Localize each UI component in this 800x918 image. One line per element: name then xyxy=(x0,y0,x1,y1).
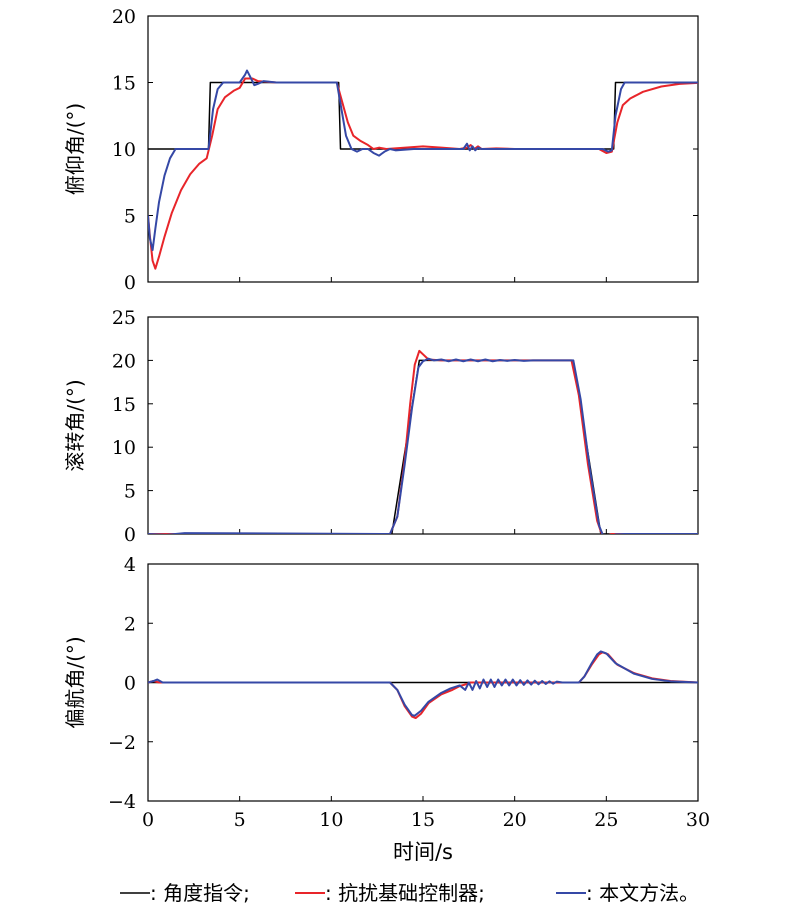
roll-ytick-label: 0 xyxy=(124,524,136,546)
pitch-ylabel: 俯仰角/(°) xyxy=(63,103,87,195)
roll-plot-frame xyxy=(147,316,699,535)
roll-ytick-label: 15 xyxy=(112,394,136,416)
yaw-ytick-label: −2 xyxy=(108,732,136,754)
roll-series-command-line xyxy=(148,359,698,534)
yaw-xtick-label: 30 xyxy=(686,809,710,831)
yaw-ytick-label: −4 xyxy=(108,791,136,813)
legend-label-adrc-baseline: : 抗扰基础控制器; xyxy=(325,881,485,905)
pitch-series-adrc-baseline-line xyxy=(148,77,698,270)
chart-panels: 0 5 10 15 20 俯仰角/(°) 0 5 10 15 20 25 滚转角/(°) −4 −2 0 2 4 0… xyxy=(63,6,710,864)
roll-ylabel: 滚转角/(°) xyxy=(63,379,87,471)
pitch-panel: 0 5 10 15 20 俯仰角/(°) xyxy=(63,6,699,294)
roll-series-proposed-method-line xyxy=(148,357,698,534)
pitch-ytick-label: 15 xyxy=(112,73,136,95)
roll-panel: 0 5 10 15 20 25 滚转角/(°) xyxy=(63,307,699,546)
yaw-xtick-label: 0 xyxy=(142,809,154,831)
roll-ytick-label: 5 xyxy=(124,481,136,503)
roll-ytick-label: 10 xyxy=(112,437,136,459)
yaw-xtick-label: 15 xyxy=(411,809,435,831)
roll-series-adrc-baseline-line xyxy=(148,349,698,534)
yaw-xtick-label: 20 xyxy=(503,809,527,831)
yaw-xlabel: 时间/s xyxy=(393,840,453,864)
yaw-panel: −4 −2 0 2 4 0 5 10 15 20 25 30 偏航角/(°) 时间/s xyxy=(63,554,710,864)
pitch-ytick-label: 0 xyxy=(124,272,136,294)
yaw-ytick-label: 0 xyxy=(124,673,136,695)
pitch-ytick-label: 5 xyxy=(124,206,136,228)
roll-ytick-label: 25 xyxy=(112,307,136,329)
pitch-ytick-label: 20 xyxy=(112,6,136,28)
yaw-ylabel: 偏航角/(°) xyxy=(63,636,87,728)
yaw-ytick-label: 4 xyxy=(124,554,136,576)
pitch-ytick-label: 10 xyxy=(112,139,136,161)
yaw-series-proposed-method-line xyxy=(148,650,698,717)
legend-label-proposed-method: : 本文方法。 xyxy=(586,881,699,905)
pitch-series-proposed-method-line xyxy=(148,69,698,252)
yaw-xtick-label: 5 xyxy=(234,809,246,831)
roll-ytick-label: 20 xyxy=(112,350,136,372)
legend-label-command: : 角度指令; xyxy=(150,881,250,905)
legend: : 角度指令; : 抗扰基础控制器; : 本文方法。 xyxy=(120,881,699,905)
yaw-xtick-label: 25 xyxy=(594,809,618,831)
yaw-ytick-label: 2 xyxy=(124,613,136,635)
yaw-xtick-label: 10 xyxy=(319,809,343,831)
